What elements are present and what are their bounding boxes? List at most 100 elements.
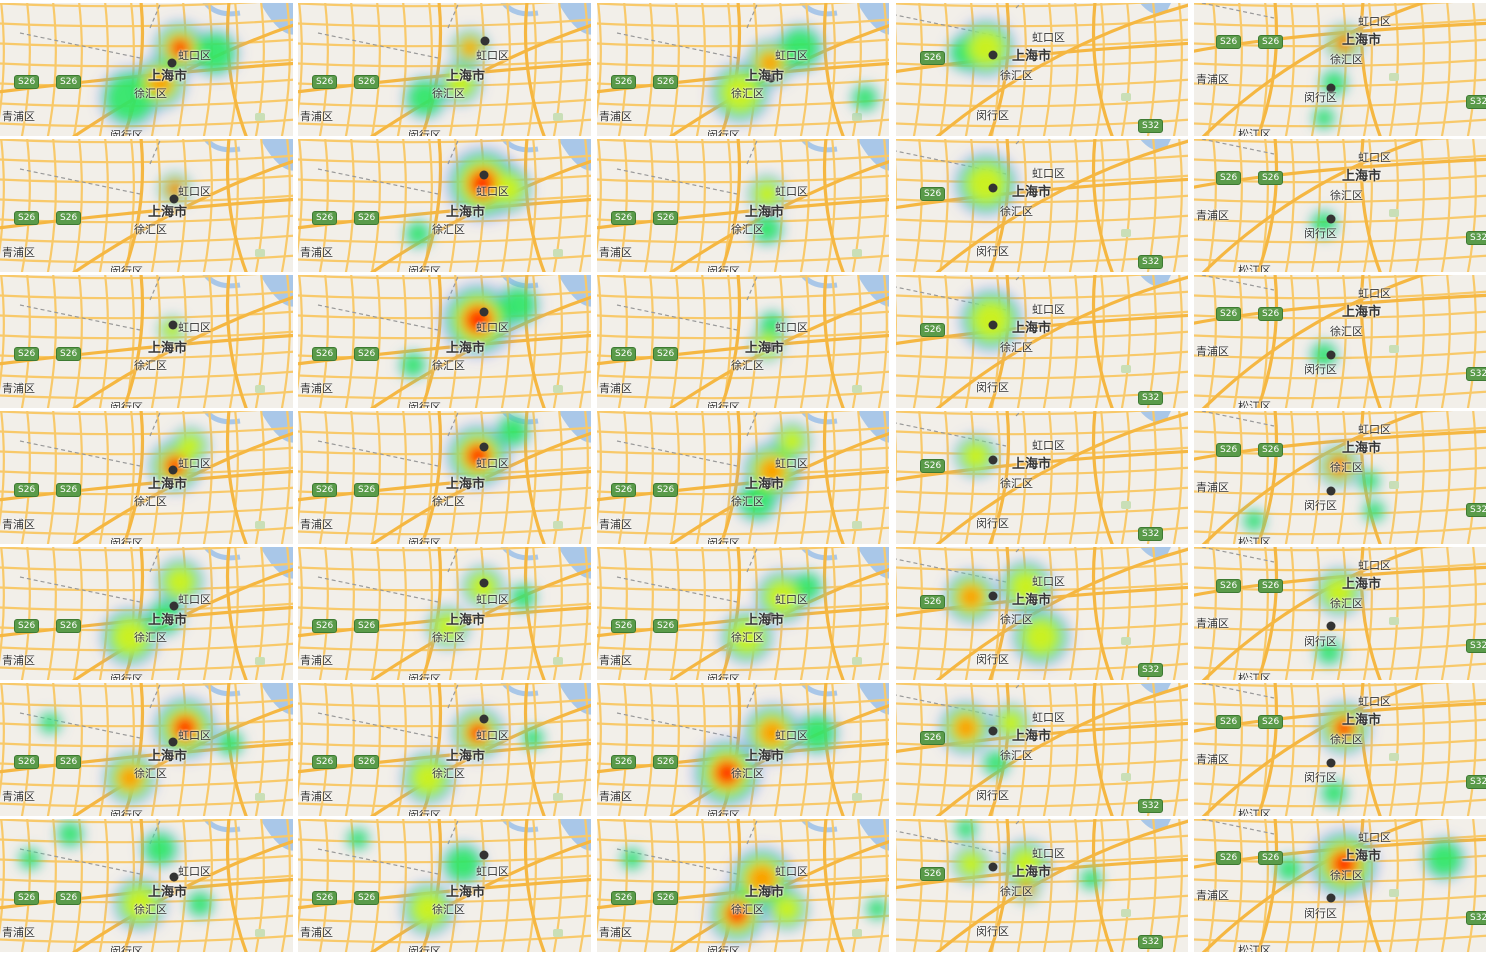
major-roads bbox=[1194, 275, 1486, 408]
heat-warm bbox=[755, 182, 779, 206]
road-shield-s26: S26 bbox=[14, 619, 40, 633]
heat-mid bbox=[511, 585, 535, 609]
river-water bbox=[857, 139, 889, 171]
park-area bbox=[1121, 773, 1131, 781]
park-area bbox=[1389, 209, 1399, 217]
heat-mid bbox=[853, 86, 877, 110]
heat-mid bbox=[622, 849, 642, 869]
location-marker bbox=[766, 207, 776, 217]
heat-peak bbox=[470, 171, 496, 197]
road-shield-s26: S26 bbox=[1258, 579, 1284, 593]
road-shield-s26: S26 bbox=[312, 619, 338, 633]
road-shield-s26: S26 bbox=[1216, 579, 1242, 593]
road-shield-s26: S26 bbox=[14, 891, 40, 905]
location-marker bbox=[1326, 214, 1336, 224]
road-shield-s26: S26 bbox=[1258, 307, 1284, 321]
heat-mid bbox=[1426, 841, 1462, 877]
map-tile-r6-c3: 青浦区 闵行区 徐汇区 上海市 虹口区 S26 S26 bbox=[597, 683, 889, 816]
heat-layer bbox=[938, 700, 1031, 778]
heat-hot bbox=[461, 39, 479, 57]
heat-layer bbox=[37, 695, 245, 806]
heat-mid bbox=[445, 846, 481, 882]
road-shield-s26: S26 bbox=[1216, 35, 1242, 49]
heat-mid bbox=[498, 416, 528, 446]
map-tile-r1-c4: 虹口区 上海市 徐汇区 闵行区 S26 S32 bbox=[896, 3, 1188, 136]
map-tile-r7-c1: 青浦区 闵行区 徐汇区 上海市 虹口区 S26 S26 bbox=[0, 819, 293, 952]
park-area bbox=[255, 113, 265, 121]
map-tile-r5-c1: 青浦区 闵行区 徐汇区 上海市 虹口区 S26 S26 bbox=[0, 547, 293, 680]
road-shield-s26: S26 bbox=[920, 187, 946, 201]
heat-layer bbox=[398, 282, 541, 380]
location-marker bbox=[766, 749, 776, 759]
heat-hot bbox=[147, 70, 173, 96]
road-shield-s26: S26 bbox=[312, 755, 338, 769]
road-shield-s32: S32 bbox=[1138, 527, 1164, 541]
road-network bbox=[896, 411, 1188, 544]
heat-warm bbox=[766, 581, 798, 613]
location-marker bbox=[168, 737, 178, 747]
road-shield-s26: S26 bbox=[354, 483, 380, 497]
heat-hot bbox=[953, 715, 979, 741]
heat-warm bbox=[959, 852, 983, 876]
park-area bbox=[1389, 481, 1399, 489]
map-tile-r4-c4: 虹口区 上海市 徐汇区 闵行区 S26 S32 bbox=[896, 411, 1188, 544]
heat-mid bbox=[760, 313, 784, 337]
heat-mid bbox=[867, 899, 887, 919]
location-marker bbox=[988, 455, 998, 465]
road-shield-s26: S26 bbox=[920, 323, 946, 337]
road-shield-s26: S26 bbox=[312, 347, 338, 361]
park-area bbox=[852, 385, 862, 393]
river-water bbox=[857, 819, 889, 851]
road-shield-s26: S26 bbox=[611, 755, 637, 769]
heat-warm bbox=[124, 888, 156, 920]
map-tile-r2-c2: 青浦区 闵行区 徐汇区 上海市 虹口区 S26 S26 bbox=[298, 139, 591, 272]
road-shield-s26: S26 bbox=[611, 211, 637, 225]
heat-mid bbox=[799, 715, 835, 751]
heat-layer bbox=[400, 705, 546, 806]
park-area bbox=[1121, 365, 1131, 373]
road-shield-s26: S26 bbox=[920, 51, 946, 65]
road-shield-s26: S26 bbox=[611, 347, 637, 361]
heat-layer bbox=[1311, 23, 1364, 131]
location-marker bbox=[1326, 83, 1336, 93]
heat-layer bbox=[946, 18, 1016, 78]
park-area bbox=[1389, 889, 1399, 897]
map-tile-r1-c3: 青浦区 闵行区 徐汇区 上海市 虹口区 S26 S26 bbox=[597, 3, 889, 136]
map-tile-r1-c5: 虹口区 上海市 徐汇区 青浦区 闵行区 松江区 S26 S26 S32 bbox=[1194, 3, 1486, 136]
park-area bbox=[255, 249, 265, 257]
road-shield-s26: S26 bbox=[354, 755, 380, 769]
road-shield-s32: S32 bbox=[1466, 503, 1486, 517]
heat-warm bbox=[1011, 849, 1041, 879]
heat-layer bbox=[943, 559, 1071, 667]
road-shield-s32: S32 bbox=[1466, 367, 1486, 381]
road-shield-s26: S26 bbox=[56, 211, 82, 225]
location-marker bbox=[479, 850, 489, 860]
heat-layer bbox=[345, 826, 486, 937]
road-network bbox=[896, 819, 1188, 952]
major-roads bbox=[896, 275, 1188, 408]
heat-warm bbox=[774, 896, 800, 922]
road-shield-s32: S32 bbox=[1138, 255, 1164, 269]
heat-mid bbox=[1317, 640, 1341, 664]
heat-warm bbox=[967, 165, 1005, 203]
road-network bbox=[0, 683, 293, 816]
map-tile-r7-c4: 虹口区 上海市 徐汇区 闵行区 S26 S32 bbox=[896, 819, 1188, 952]
heat-layer bbox=[98, 20, 240, 130]
road-shield-s26: S26 bbox=[56, 755, 82, 769]
road-shield-s26: S26 bbox=[920, 459, 946, 473]
heat-warm bbox=[447, 70, 473, 96]
heat-mid bbox=[739, 483, 775, 519]
road-shield-s26: S26 bbox=[1216, 443, 1242, 457]
major-roads bbox=[1194, 139, 1486, 272]
location-marker bbox=[168, 465, 178, 475]
heat-warm bbox=[780, 429, 804, 453]
location-marker bbox=[169, 872, 179, 882]
heat-peak bbox=[715, 761, 739, 785]
map-tile-r3-c2: 青浦区 闵行区 徐汇区 上海市 虹口区 S26 S26 bbox=[298, 275, 591, 408]
road-shield-s26: S26 bbox=[1258, 443, 1284, 457]
map-tile-r4-c5: 虹口区 上海市 徐汇区 青浦区 闵行区 松江区 S26 S26 S32 bbox=[1194, 411, 1486, 544]
heat-mid bbox=[188, 892, 212, 916]
heat-warm bbox=[1010, 571, 1042, 603]
heat-mid bbox=[401, 353, 425, 377]
map-tile-r2-c4: 虹口区 上海市 徐汇区 闵行区 S26 S32 bbox=[896, 139, 1188, 272]
